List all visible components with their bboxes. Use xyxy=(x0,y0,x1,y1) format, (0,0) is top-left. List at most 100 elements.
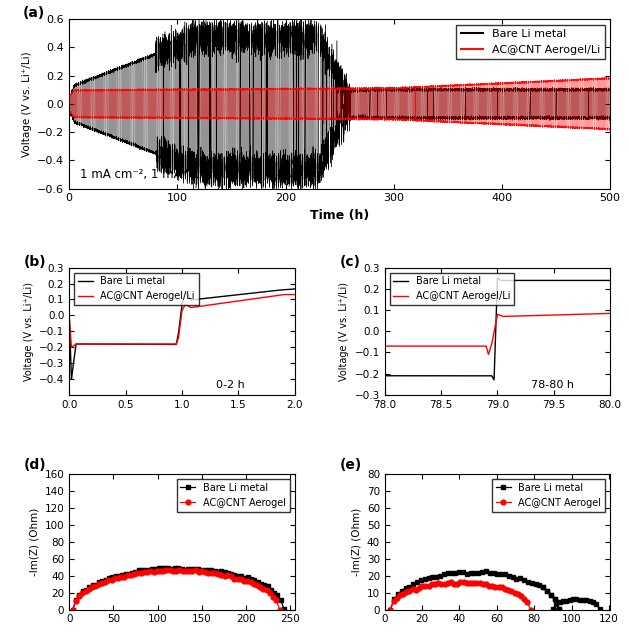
Bare Li metal xyxy=(470,569,478,577)
Bare Li metal xyxy=(274,591,281,598)
AC@CNT Aerogel xyxy=(425,582,432,590)
AC@CNT Aerogel/Li xyxy=(196,85,203,93)
Text: (e): (e) xyxy=(340,458,362,472)
AC@CNT Aerogel/Li xyxy=(280,291,287,298)
Bare Li metal xyxy=(440,571,448,578)
AC@CNT Aerogel xyxy=(489,582,496,589)
Line: Bare Li metal: Bare Li metal xyxy=(69,289,294,379)
AC@CNT Aerogel xyxy=(403,588,410,596)
Bare Li metal xyxy=(152,340,160,348)
Line: Bare Li metal: Bare Li metal xyxy=(69,13,610,200)
AC@CNT Aerogel/Li xyxy=(604,126,611,134)
AC@CNT Aerogel/Li xyxy=(477,342,485,350)
AC@CNT Aerogel xyxy=(156,567,164,575)
Y-axis label: Voltage (V vs. Li⁺/Li): Voltage (V vs. Li⁺/Li) xyxy=(339,282,349,381)
Bare Li metal xyxy=(281,605,288,613)
AC@CNT Aerogel xyxy=(179,568,186,575)
AC@CNT Aerogel xyxy=(418,582,426,590)
AC@CNT Aerogel xyxy=(118,573,125,580)
AC@CNT Aerogel xyxy=(520,595,528,603)
Bare Li metal xyxy=(437,572,444,580)
AC@CNT Aerogel xyxy=(508,587,515,595)
Bare Li metal xyxy=(482,568,490,575)
Bare Li metal xyxy=(498,570,505,578)
Y-axis label: Voltage (V vs. Li⁺/Li): Voltage (V vs. Li⁺/Li) xyxy=(21,51,31,157)
Bare Li metal xyxy=(291,285,298,293)
AC@CNT Aerogel xyxy=(457,578,464,585)
Bare Li metal xyxy=(474,569,482,577)
Bare Li metal xyxy=(118,571,126,578)
Bare Li metal xyxy=(398,587,406,594)
Bare Li metal xyxy=(68,375,75,383)
Bare Li metal xyxy=(547,591,555,599)
Bare Li metal xyxy=(91,340,99,348)
AC@CNT Aerogel/Li xyxy=(606,125,614,133)
AC@CNT Aerogel/Li xyxy=(287,291,294,298)
AC@CNT Aerogel xyxy=(523,598,531,606)
Bare Li metal xyxy=(494,274,501,282)
Bare Li metal xyxy=(555,605,562,613)
Legend: Bare Li metal, AC@CNT Aerogel/Li: Bare Li metal, AC@CNT Aerogel/Li xyxy=(389,272,515,305)
Bare Li metal xyxy=(606,277,614,284)
Bare Li metal xyxy=(602,277,610,284)
AC@CNT Aerogel/Li xyxy=(407,342,415,350)
Bare Li metal xyxy=(196,32,203,40)
Bare Li metal xyxy=(394,591,402,598)
AC@CNT Aerogel xyxy=(466,579,474,587)
Bare Li metal xyxy=(420,372,428,380)
Bare Li metal xyxy=(158,565,165,572)
Text: 1 mA cm⁻², 1 mAh cm⁻²: 1 mA cm⁻², 1 mAh cm⁻² xyxy=(80,168,222,182)
AC@CNT Aerogel xyxy=(514,590,521,598)
AC@CNT Aerogel xyxy=(486,582,493,589)
AC@CNT Aerogel xyxy=(501,585,509,592)
Bare Li metal xyxy=(505,572,513,580)
AC@CNT Aerogel xyxy=(511,589,518,596)
AC@CNT Aerogel xyxy=(441,580,448,587)
AC@CNT Aerogel/Li xyxy=(602,310,610,318)
AC@CNT Aerogel xyxy=(409,585,416,593)
Bare Li metal xyxy=(402,584,409,591)
AC@CNT Aerogel xyxy=(269,592,277,600)
AC@CNT Aerogel/Li xyxy=(272,115,280,123)
AC@CNT Aerogel/Li xyxy=(102,114,109,121)
Bare Li metal xyxy=(452,569,459,577)
Bare Li metal xyxy=(238,196,246,204)
Bare Li metal xyxy=(69,606,77,613)
AC@CNT Aerogel xyxy=(454,580,461,588)
Bare Li metal xyxy=(406,583,413,591)
Bare Li metal xyxy=(286,286,294,293)
Text: (a): (a) xyxy=(23,6,45,20)
Legend: Bare Li metal, AC@CNT Aerogel: Bare Li metal, AC@CNT Aerogel xyxy=(492,479,605,512)
AC@CNT Aerogel xyxy=(69,606,77,613)
AC@CNT Aerogel/Li xyxy=(68,344,75,351)
Bare Li metal xyxy=(540,584,547,591)
Bare Li metal xyxy=(501,570,509,578)
AC@CNT Aerogel xyxy=(421,582,429,590)
Bare Li metal xyxy=(391,113,399,121)
Bare Li metal xyxy=(254,578,262,586)
Bare Li metal xyxy=(407,372,415,380)
Line: Bare Li metal: Bare Li metal xyxy=(388,569,561,612)
AC@CNT Aerogel xyxy=(450,580,458,587)
Bare Li metal xyxy=(513,575,520,583)
Line: Bare Li metal: Bare Li metal xyxy=(385,278,610,380)
Bare Li metal xyxy=(444,570,452,577)
Line: AC@CNT Aerogel: AC@CNT Aerogel xyxy=(388,579,533,612)
AC@CNT Aerogel xyxy=(469,580,477,587)
Text: 0-2 h: 0-2 h xyxy=(216,380,245,391)
Bare Li metal xyxy=(448,570,455,577)
AC@CNT Aerogel xyxy=(438,580,445,587)
Line: AC@CNT Aerogel/Li: AC@CNT Aerogel/Li xyxy=(69,295,294,347)
AC@CNT Aerogel xyxy=(387,606,394,613)
AC@CNT Aerogel/Li xyxy=(152,340,160,348)
Bare Li metal xyxy=(467,115,474,123)
AC@CNT Aerogel/Li xyxy=(162,340,169,348)
AC@CNT Aerogel xyxy=(406,587,413,595)
AC@CNT Aerogel xyxy=(431,580,438,588)
Bare Li metal xyxy=(477,372,485,380)
Bare Li metal xyxy=(520,576,528,584)
Bare Li metal xyxy=(459,568,467,576)
AC@CNT Aerogel xyxy=(492,583,499,591)
Bare Li metal xyxy=(428,573,436,580)
AC@CNT Aerogel/Li xyxy=(467,342,475,350)
